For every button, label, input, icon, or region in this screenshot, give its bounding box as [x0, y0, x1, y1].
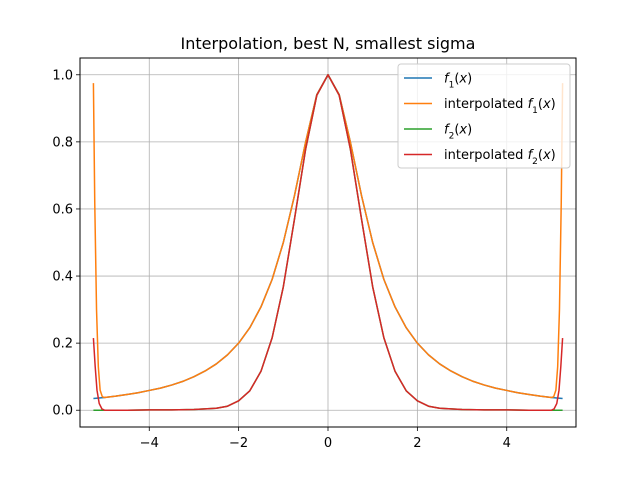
- y-tick-label: 1.0: [52, 68, 73, 83]
- chart-title: Interpolation, best N, smallest sigma: [181, 34, 476, 53]
- x-tick-label: 2: [413, 436, 421, 451]
- x-tick-label: 0: [324, 436, 332, 451]
- y-tick-label: 0.8: [52, 135, 73, 150]
- legend-label-1: f1(x): [444, 72, 472, 91]
- legend-box: [397, 63, 571, 169]
- y-tick-label: 0.2: [52, 337, 73, 352]
- y-tick-label: 0.4: [52, 270, 73, 285]
- series-line-4: [92, 74, 564, 411]
- plot-area: [92, 74, 564, 411]
- x-tick-label: −2: [229, 436, 248, 451]
- y-tick-label: 0.6: [52, 202, 73, 217]
- legend-label-4: interpolated f2(x): [444, 148, 556, 167]
- legend: f1(x) interpolated f1(x) f2(x) interpolated…: [397, 63, 571, 169]
- legend-label-2: interpolated f1(x): [444, 97, 556, 116]
- x-tick-label: −4: [140, 436, 159, 451]
- x-tick-label: 4: [503, 436, 511, 451]
- legend-label-3: f2(x): [444, 123, 472, 142]
- ticks: −4 −2 0 2 4 0.0 0.2 0.4 0.6 0.8 1.0: [52, 68, 511, 451]
- y-tick-label: 0.0: [52, 404, 73, 419]
